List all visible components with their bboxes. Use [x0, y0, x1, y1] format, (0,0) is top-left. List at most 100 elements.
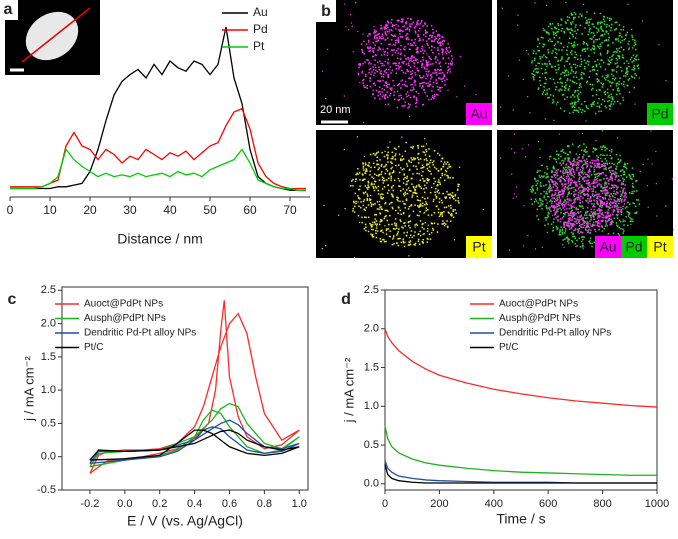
- map-dot: [576, 169, 578, 171]
- map-dot: [358, 64, 360, 65]
- map-dot: [500, 157, 501, 158]
- map-dot: [442, 166, 444, 168]
- map-dot: [376, 220, 378, 222]
- map-dot: [409, 23, 411, 25]
- map-dot: [553, 218, 555, 220]
- map-dot: [632, 39, 634, 41]
- map-dot: [436, 74, 438, 76]
- map-dot: [388, 76, 390, 78]
- map-dot: [362, 71, 364, 73]
- map-dot: [562, 233, 564, 235]
- map-dot: [632, 193, 634, 195]
- map-dot: [559, 78, 561, 80]
- map-dot: [373, 69, 375, 71]
- map-dot: [398, 39, 400, 41]
- map-dot: [390, 180, 392, 182]
- map-dot: [352, 26, 353, 27]
- map-dot: [384, 28, 386, 30]
- map-dot: [542, 73, 544, 75]
- map-dot: [404, 177, 406, 179]
- map-dot: [548, 180, 550, 182]
- x-axis-title: Time / s: [496, 511, 545, 527]
- map-dot: [574, 30, 576, 32]
- map-dot: [409, 77, 411, 79]
- map-dot: [544, 83, 546, 85]
- map-dot: [446, 175, 448, 177]
- map-dot: [614, 79, 616, 81]
- map-dot: [407, 18, 409, 20]
- map-dot: [559, 207, 561, 209]
- map-dot: [574, 102, 576, 104]
- map-dot: [546, 206, 548, 208]
- map-dot: [569, 86, 571, 88]
- x-axis-title: Distance / nm: [117, 231, 203, 247]
- map-dot: [634, 39, 636, 41]
- map-dot: [616, 222, 618, 224]
- map-dot: [595, 194, 597, 196]
- map-dot: [434, 94, 436, 96]
- map-dot: [423, 188, 425, 190]
- map-dot: [570, 214, 572, 216]
- map-dot: [448, 47, 450, 49]
- map-dot: [629, 78, 631, 80]
- map-dot: [574, 201, 576, 203]
- map-dot: [370, 154, 372, 156]
- map-dot: [568, 74, 570, 76]
- map-dot: [605, 175, 607, 177]
- map-dot: [415, 166, 417, 168]
- map-dot: [519, 60, 520, 61]
- map-dot: [608, 33, 610, 35]
- map-dot: [450, 51, 452, 53]
- x-tick-label: 0.4: [187, 498, 202, 510]
- map-dot: [540, 199, 542, 201]
- map-dot: [435, 61, 437, 63]
- map-dot: [562, 163, 564, 165]
- map-dot: [447, 50, 449, 52]
- map-dot: [616, 71, 618, 73]
- map-dot: [393, 49, 395, 51]
- map-dot: [612, 42, 614, 44]
- map-dot: [548, 51, 550, 53]
- map-dot: [557, 82, 559, 84]
- map-dot: [570, 96, 572, 98]
- map-dot: [562, 203, 564, 205]
- map-dot: [373, 163, 375, 165]
- map-dot: [539, 177, 541, 179]
- map-dot: [425, 149, 427, 151]
- map-dot: [389, 173, 391, 175]
- map-dot: [626, 84, 628, 86]
- map-dot: [544, 44, 546, 46]
- map-dot: [440, 79, 442, 81]
- map-dot: [557, 187, 559, 189]
- map-dot: [410, 43, 412, 45]
- map-dot: [553, 31, 555, 33]
- map-dot: [609, 207, 611, 209]
- map-dot: [573, 71, 575, 73]
- map-dot: [547, 202, 549, 204]
- map-dot: [562, 205, 564, 207]
- map-dot: [402, 159, 404, 161]
- map-dot: [613, 69, 615, 71]
- map-dot: [597, 32, 599, 34]
- map-dot: [574, 173, 576, 175]
- map-dot: [525, 156, 526, 157]
- map-dot: [567, 16, 569, 18]
- map-dot: [588, 229, 590, 231]
- map-dot: [577, 59, 579, 61]
- map-dot: [605, 220, 607, 222]
- map-dot: [351, 22, 352, 23]
- map-dot: [538, 219, 540, 221]
- map-dot: [404, 225, 406, 227]
- map-dot: [375, 70, 377, 72]
- map-dot: [384, 186, 386, 188]
- map-dot: [393, 94, 395, 96]
- map-dot: [564, 89, 566, 91]
- map-dot: [655, 151, 656, 152]
- map-dot: [368, 162, 370, 164]
- map-dot: [603, 145, 605, 147]
- map-dot: [614, 202, 616, 204]
- map-dot: [387, 63, 389, 65]
- map-dot: [568, 145, 570, 147]
- map-dot: [598, 159, 600, 161]
- map-dot: [408, 225, 410, 227]
